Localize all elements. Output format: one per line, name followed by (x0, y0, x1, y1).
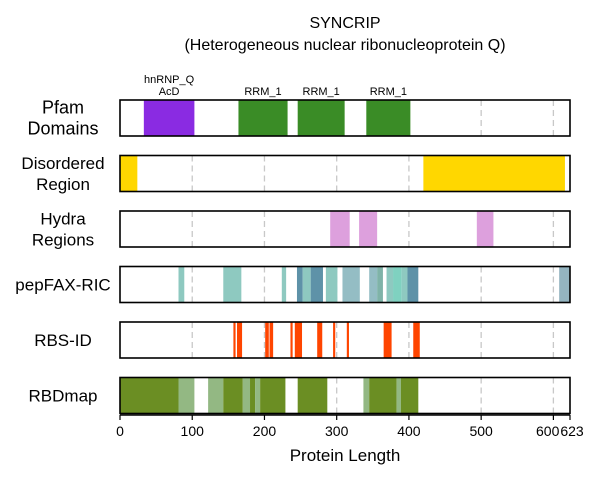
segment-bar (290, 322, 293, 358)
segment-bar (366, 100, 411, 136)
track-label: pepFAX-RIC (15, 276, 110, 295)
segment-bar (296, 267, 303, 302)
segment-bar (400, 378, 419, 413)
x-tick-label: 300 (325, 423, 349, 439)
segment-bar (333, 322, 336, 358)
segment-bar (178, 378, 195, 413)
track-label: Region (36, 175, 90, 194)
segment-bar (423, 156, 565, 191)
segment-bar (223, 378, 243, 413)
segment-bar (120, 156, 138, 191)
segment-bar (310, 267, 323, 302)
track-3: pepFAX-RIC (15, 265, 571, 304)
track-label: RBS-ID (34, 331, 92, 350)
segment-bar (255, 378, 261, 413)
segment-bar (223, 267, 242, 302)
segment-bar (401, 267, 408, 302)
track-frame (119, 154, 571, 193)
domain-label: RRM_1 (303, 86, 340, 98)
segment-bar (260, 378, 286, 413)
segment-bar (208, 378, 224, 413)
x-tick-label: 200 (253, 423, 277, 439)
segment-bar (237, 322, 243, 358)
segment-bar (393, 267, 402, 302)
x-axis-label: Protein Length (290, 446, 401, 465)
x-tick-label: 500 (469, 423, 493, 439)
segment-bar (407, 267, 419, 302)
domain-label: RRM_1 (370, 86, 407, 98)
domain-label: hnRNP_Q (144, 74, 195, 86)
segment-bar (396, 378, 401, 413)
segment-bar (342, 267, 360, 302)
domain-label: AcD (159, 86, 180, 98)
track-label: Domains (27, 119, 98, 139)
track-4: RBS-ID (34, 321, 571, 359)
segment-bar (377, 267, 383, 302)
segment-bar (294, 322, 303, 358)
segment-bar (302, 267, 311, 302)
segment-bar (233, 322, 236, 358)
chart-title: SYNCRIP (309, 15, 380, 32)
segment-bar (386, 267, 394, 302)
track-5: RBDmap (29, 376, 571, 415)
segment-bar (369, 378, 397, 413)
x-tick-label: 0 (116, 423, 124, 439)
segment-bar (476, 211, 494, 247)
track-frame (119, 99, 571, 137)
segment-bar (383, 322, 392, 358)
track-frame (119, 265, 571, 304)
x-tick-label: 400 (397, 423, 421, 439)
track-frame (119, 321, 571, 359)
x-tick-label: 100 (181, 423, 205, 439)
segment-bar (413, 322, 420, 358)
track-2: Hydra Regions (32, 210, 571, 250)
segment-bar (120, 378, 179, 413)
chart-subtitle: (Heterogeneous nuclear ribonucleoprotein… (184, 37, 505, 54)
segment-bar (143, 100, 195, 136)
track-label: Hydra (40, 210, 86, 229)
segment-bar (281, 267, 287, 302)
segment-bar (369, 267, 378, 302)
segment-bar (359, 211, 378, 247)
segment-bar (330, 211, 350, 247)
segment-bar (238, 100, 288, 136)
domain-label: RRM_1 (244, 86, 281, 98)
track-frame (119, 376, 571, 415)
segment-bar (559, 267, 570, 302)
track-frame (119, 210, 571, 248)
track-label: Disordered (21, 154, 104, 173)
x-tick-label: 623 (560, 423, 584, 439)
segment-bar (325, 267, 338, 302)
track-label: RBDmap (29, 387, 98, 406)
segment-bar (363, 378, 370, 413)
track-label: Pfam (42, 98, 84, 118)
segment-bar (317, 322, 323, 358)
x-axis: 0 100 200 300 400 500 600 623 (116, 414, 584, 439)
segment-bar (242, 378, 251, 413)
x-tick-label: 600 (536, 423, 560, 439)
segment-bar (297, 378, 328, 413)
segment-bar (269, 322, 274, 358)
segment-bar (346, 322, 349, 358)
segment-bar (297, 100, 345, 136)
segment-bar (265, 322, 269, 358)
segment-bar (178, 267, 185, 302)
track-label: Regions (32, 231, 94, 250)
segment-bar (250, 378, 256, 413)
track-1: Disordered Region (21, 154, 571, 194)
